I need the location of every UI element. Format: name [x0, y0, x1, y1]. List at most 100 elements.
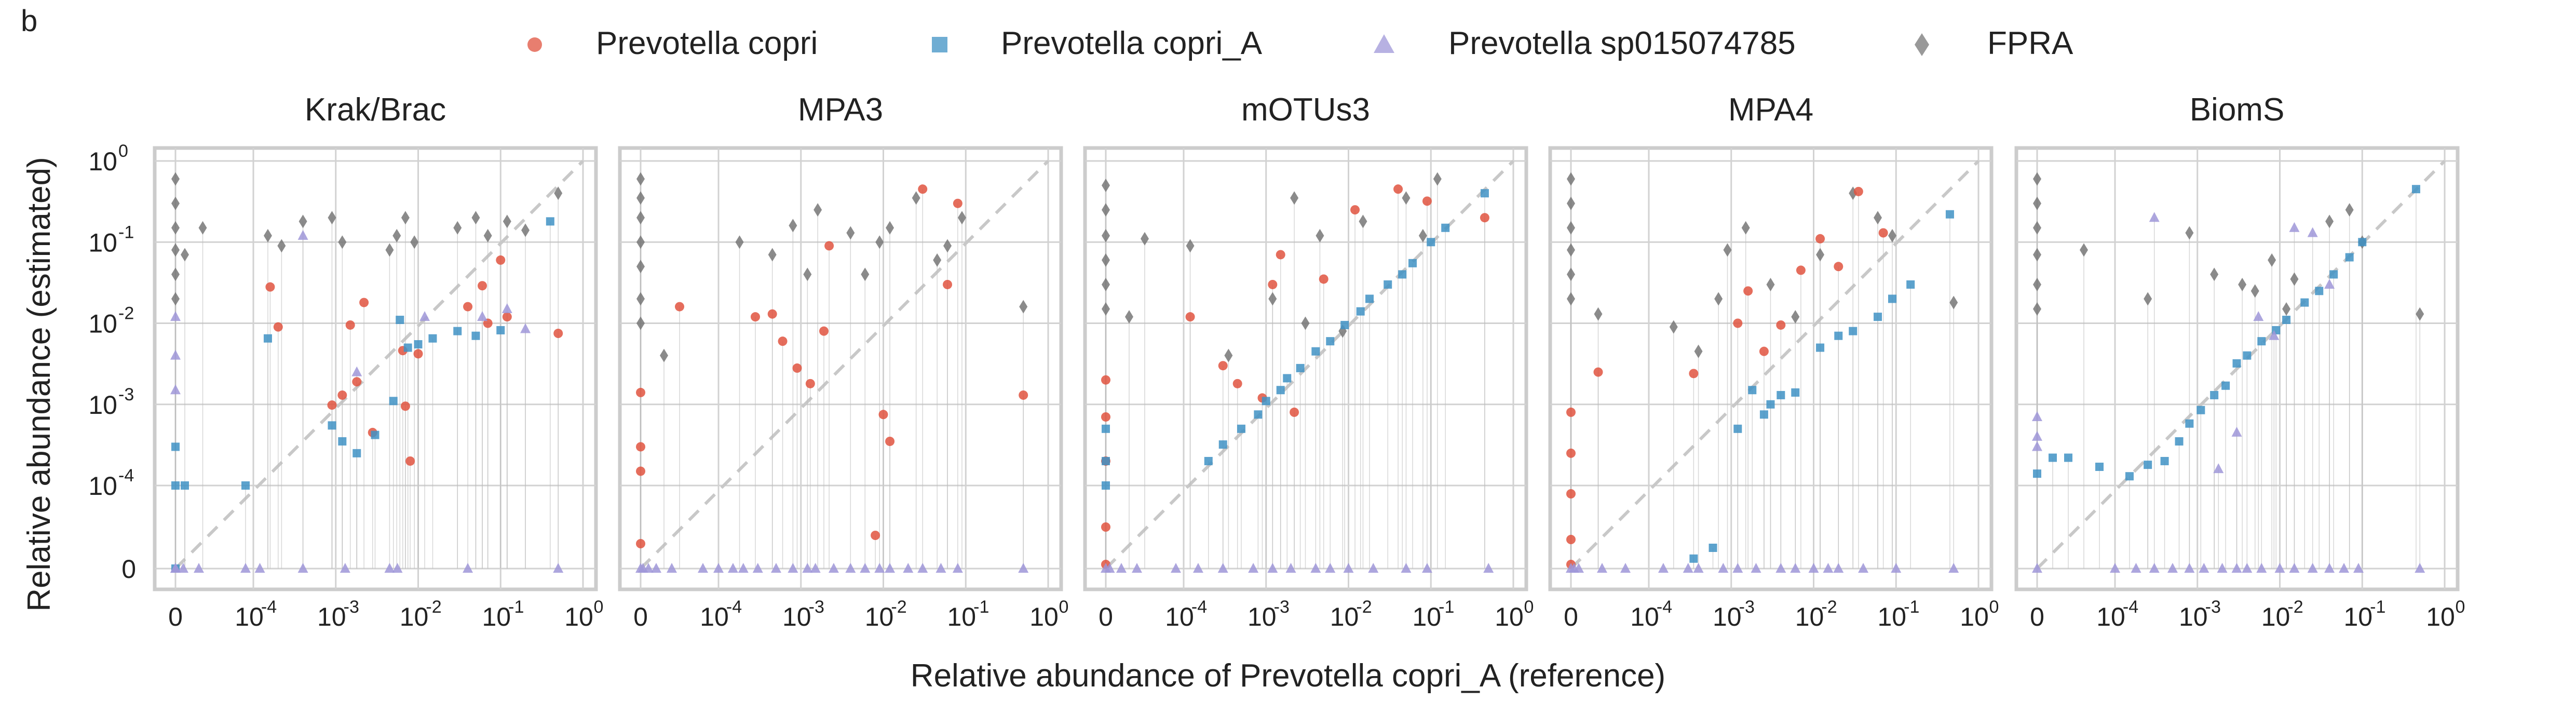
x-tick-label: 10 [564, 602, 593, 631]
point-prevotella-copri-a [2345, 253, 2354, 262]
point-fpra [1741, 221, 1750, 235]
point-fpra [636, 292, 645, 306]
point-prevotella-copri-a [396, 316, 404, 325]
point-fpra [803, 267, 812, 281]
x-tick-label: 0 [1564, 602, 1578, 631]
point-prevotella-sp015074785 [1368, 563, 1379, 573]
point-prevotella-copri-a [1733, 424, 1742, 433]
point-prevotella-sp015074785 [936, 563, 946, 573]
point-fpra [1402, 191, 1411, 205]
point-fpra [2033, 196, 2041, 210]
point-prevotella-copri-a [428, 334, 437, 343]
point-fpra [1816, 248, 1825, 262]
x-tick-label: 0 [633, 602, 648, 631]
point-fpra [768, 248, 777, 262]
point-fpra [2282, 302, 2291, 316]
panel-title: MPA4 [1728, 92, 1813, 128]
point-prevotella-copri-a [1262, 397, 1270, 406]
x-tick-exponent: 0 [1059, 597, 1069, 617]
point-prevotella-sp015074785 [643, 563, 654, 573]
point-fpra [1290, 191, 1299, 205]
y-tick-exponent: -3 [118, 385, 134, 405]
point-fpra [1766, 277, 1775, 291]
point-prevotella-sp015074785 [2307, 563, 2318, 573]
x-tick-label: 0 [1099, 602, 1113, 631]
x-tick-label: 10 [1029, 602, 1059, 631]
point-prevotella-sp015074785 [752, 563, 763, 573]
point-prevotella-copri [265, 282, 275, 292]
x-tick-label: 10 [1412, 602, 1441, 631]
point-fpra [636, 316, 645, 330]
x-tick-exponent: 0 [2456, 597, 2465, 617]
point-fpra [328, 211, 336, 225]
point-prevotella-sp015074785 [351, 366, 362, 376]
point-fpra [1141, 232, 1149, 246]
identity-line [174, 159, 585, 570]
point-prevotella-copri [405, 456, 415, 466]
point-prevotella-sp015074785 [1217, 563, 1228, 573]
point-prevotella-copri [553, 329, 563, 339]
x-tick-label: 10 [1713, 602, 1742, 631]
point-prevotella-copri [824, 241, 834, 251]
point-prevotella-sp015074785 [1171, 563, 1181, 573]
identity-line [2036, 159, 2446, 570]
point-prevotella-copri [805, 379, 815, 388]
point-prevotella-sp015074785 [1833, 563, 1844, 573]
point-prevotella-copri-a [2185, 419, 2194, 428]
point-prevotella-copri-a [1759, 410, 1768, 419]
x-axis-label: Relative abundance of Prevotella copri_A… [911, 658, 1665, 694]
point-prevotella-sp015074785 [1620, 563, 1631, 573]
point-fpra [1418, 228, 1427, 242]
y-tick-exponent: 0 [118, 141, 128, 161]
point-prevotella-copri [1393, 184, 1403, 194]
point-prevotella-sp015074785 [2231, 563, 2242, 573]
point-fpra [2185, 226, 2194, 240]
x-tick-exponent: 0 [1989, 597, 1999, 617]
x-tick-exponent: -1 [1439, 597, 1454, 617]
point-prevotella-copri-a [1906, 280, 1915, 289]
legend-label: FPRA [1987, 25, 2073, 61]
point-prevotella-sp015074785 [802, 563, 813, 573]
point-prevotella-copri-a [1311, 347, 1320, 356]
point-prevotella-sp015074785 [860, 563, 871, 573]
point-prevotella-copri-a [1326, 337, 1335, 346]
point-fpra [2210, 267, 2219, 281]
point-prevotella-sp015074785 [903, 563, 914, 573]
point-fpra [2033, 277, 2041, 291]
point-prevotella-copri [1566, 535, 1576, 544]
x-tick-exponent: 0 [594, 597, 604, 617]
point-prevotella-sp015074785 [2149, 563, 2160, 573]
point-fpra [483, 228, 492, 242]
point-prevotella-copri [1759, 346, 1769, 356]
point-prevotella-copri [1480, 213, 1489, 223]
y-tick-exponent: -1 [118, 222, 134, 242]
x-tick-exponent: -2 [1821, 597, 1837, 617]
x-tick-exponent: -2 [2287, 597, 2303, 617]
point-fpra [198, 221, 207, 235]
point-prevotella-sp015074785 [2032, 441, 2042, 451]
point-prevotella-copri-a [471, 331, 480, 340]
legend-label: Prevotella sp015074785 [1448, 25, 1796, 61]
point-fpra [171, 221, 180, 235]
point-prevotella-copri-a [1276, 386, 1285, 395]
point-prevotella-sp015074785 [297, 563, 308, 573]
x-tick-exponent: -4 [726, 597, 742, 617]
point-fpra [933, 253, 942, 267]
point-fpra [2238, 277, 2247, 291]
point-prevotella-copri-a [1283, 374, 1292, 383]
point-prevotella-sp015074785 [2032, 430, 2042, 441]
point-fpra [957, 211, 966, 225]
point-fpra [1102, 228, 1110, 242]
point-fpra [1714, 292, 1723, 306]
point-prevotella-sp015074785 [727, 563, 738, 573]
point-fpra [2080, 243, 2088, 257]
point-fpra [263, 228, 272, 242]
point-prevotella-sp015074785 [1310, 563, 1321, 573]
y-tick-label: 10 [88, 471, 117, 501]
point-prevotella-sp015074785 [1718, 563, 1729, 573]
x-tick-exponent: -3 [1274, 597, 1290, 617]
point-prevotella-copri [273, 322, 283, 332]
x-tick-exponent: -4 [2123, 597, 2138, 617]
point-fpra [1567, 243, 1575, 257]
